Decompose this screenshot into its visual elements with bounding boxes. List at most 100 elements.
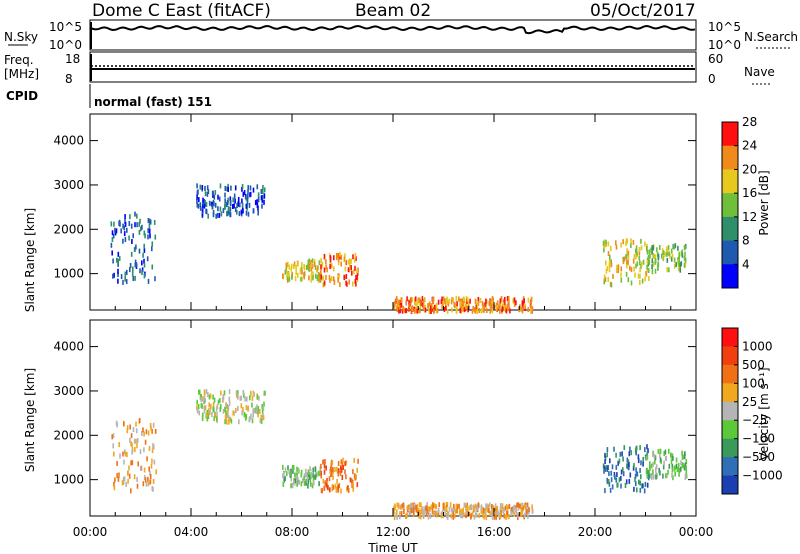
- heatmap-cell: [245, 405, 248, 411]
- heatmap-cell: [495, 302, 498, 308]
- heatmap-cell: [397, 304, 399, 310]
- heatmap-cell: [295, 264, 297, 270]
- heatmap-cell: [309, 477, 312, 483]
- heatmap-cell: [505, 514, 508, 520]
- heatmap-cell: [682, 462, 685, 468]
- heatmap-cell: [632, 465, 635, 471]
- heatmap-cell: [338, 483, 341, 489]
- heatmap-cell: [530, 309, 532, 314]
- heatmap-cell: [609, 281, 612, 287]
- heatmap-cell: [263, 193, 266, 199]
- heatmap-cell: [145, 481, 148, 487]
- heatmap-cell: [467, 301, 470, 306]
- y-tick-label: 4000: [53, 340, 84, 354]
- heatmap-cell: [288, 264, 291, 270]
- heatmap-cell: [671, 463, 674, 469]
- heatmap-cell: [325, 482, 328, 488]
- heatmap-cell: [225, 410, 227, 416]
- heatmap-cell: [320, 473, 322, 479]
- heatmap-cell: [198, 389, 200, 395]
- heatmap-cell: [355, 474, 357, 480]
- heatmap-cell: [228, 396, 231, 402]
- heatmap-cell: [294, 276, 297, 281]
- heatmap-cell: [627, 459, 630, 465]
- heatmap-cell: [131, 449, 133, 455]
- heatmap-cell: [604, 466, 607, 472]
- heatmap-cell: [139, 218, 141, 224]
- heatmap-cell: [472, 306, 474, 311]
- heatmap-cell: [326, 478, 328, 483]
- heatmap-cell: [523, 298, 525, 304]
- heatmap-cell: [671, 253, 674, 259]
- heatmap-cell: [684, 243, 687, 249]
- heatmap-cell: [625, 479, 628, 485]
- heatmap-cell: [656, 464, 658, 470]
- heatmap-cell: [398, 304, 401, 310]
- heatmap-cell: [396, 502, 398, 508]
- cpid-label: CPID: [6, 89, 38, 103]
- heatmap-cell: [398, 299, 400, 305]
- heatmap-cell: [499, 298, 502, 304]
- freq-tick-top: 18: [65, 52, 80, 66]
- heatmap-cell: [308, 262, 311, 268]
- heatmap-cell: [307, 266, 310, 272]
- heatmap-cell: [617, 268, 620, 274]
- heatmap-cell: [131, 271, 134, 277]
- heatmap-cell: [323, 253, 326, 259]
- heatmap-cell: [134, 259, 137, 265]
- heatmap-cell: [669, 253, 671, 259]
- heatmap-cell: [284, 467, 287, 473]
- heatmap-cell: [206, 185, 209, 191]
- heatmap-cell: [283, 472, 285, 478]
- heatmap-cell: [428, 506, 430, 512]
- heatmap-cell: [357, 458, 359, 464]
- heatmap-cell: [515, 300, 517, 306]
- heatmap-cell: [670, 459, 673, 465]
- heatmap-cell: [130, 441, 132, 446]
- heatmap-cell: [531, 508, 534, 514]
- heatmap-cell: [126, 227, 128, 233]
- heatmap-cell: [122, 279, 124, 285]
- heatmap-cell: [453, 301, 455, 307]
- heatmap-cell: [220, 390, 222, 396]
- heatmap-cell: [255, 409, 258, 414]
- heatmap-cell: [418, 513, 420, 519]
- heatmap-cell: [656, 247, 658, 253]
- heatmap-cell: [491, 511, 493, 516]
- heatmap-cell: [494, 503, 497, 509]
- heatmap-cell: [207, 407, 210, 413]
- heatmap-cell: [642, 457, 644, 462]
- heatmap-cell: [322, 275, 325, 281]
- heatmap-cell: [668, 448, 670, 454]
- heatmap-cell: [506, 296, 509, 301]
- heatmap-cell: [128, 473, 131, 479]
- heatmap-cell: [680, 460, 682, 466]
- heatmap-cell: [151, 246, 153, 252]
- heatmap-cell: [143, 262, 146, 268]
- heatmap-cell: [474, 308, 476, 314]
- heatmap-cell: [197, 189, 199, 195]
- heatmap-cell: [242, 389, 245, 395]
- heatmap-cell: [110, 242, 113, 248]
- heatmap-cell: [430, 309, 432, 314]
- heatmap-cell: [681, 455, 684, 460]
- heatmap-cell: [513, 504, 516, 510]
- heatmap-cell: [607, 251, 610, 256]
- heatmap-cell: [295, 481, 298, 486]
- heatmap-cell: [404, 308, 407, 314]
- heatmap-cell: [646, 246, 648, 251]
- heatmap-cell: [509, 308, 511, 314]
- heatmap-cell: [339, 282, 341, 288]
- heatmap-cell: [666, 251, 668, 257]
- heatmap-cell: [458, 296, 460, 302]
- heatmap-cell: [225, 403, 227, 409]
- heatmap-cell: [608, 471, 610, 477]
- heatmap-cell: [481, 509, 483, 515]
- date-label: 05/Oct/2017: [590, 1, 696, 21]
- heatmap-cell: [352, 481, 354, 487]
- heatmap-cell: [413, 510, 415, 516]
- heatmap-cell: [426, 501, 428, 507]
- heatmap-cell: [655, 472, 657, 477]
- heatmap-cell: [233, 203, 235, 209]
- heatmap-cell: [685, 465, 687, 471]
